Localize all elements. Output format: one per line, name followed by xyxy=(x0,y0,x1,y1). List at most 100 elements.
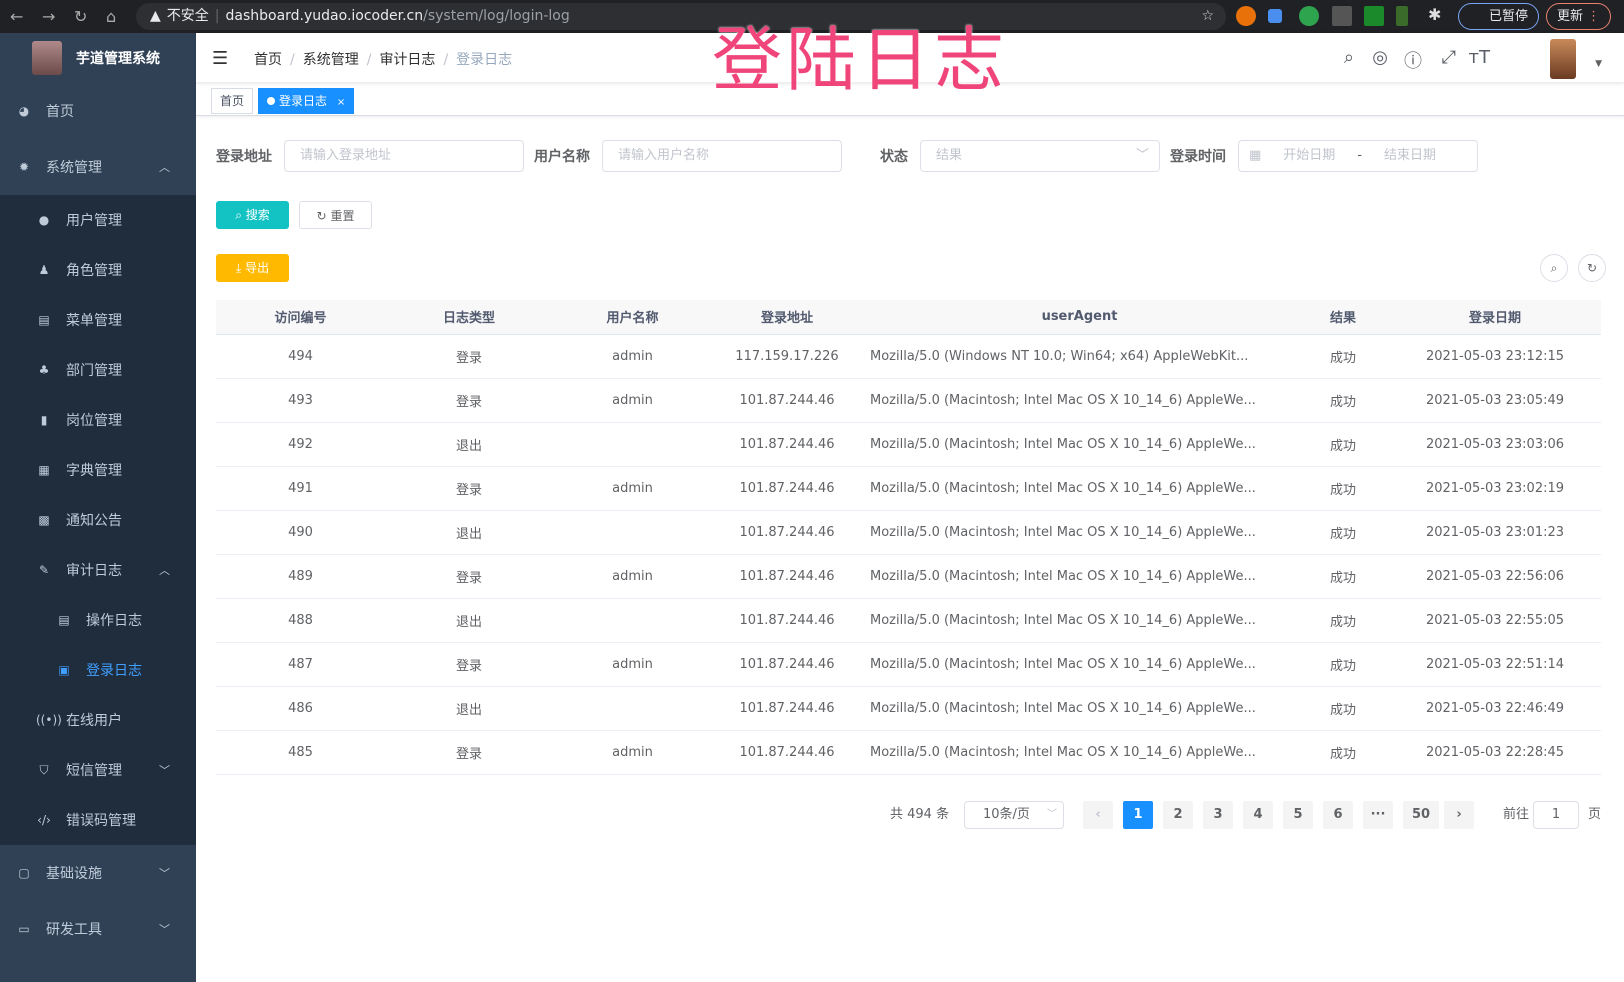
sidebar-item-post[interactable]: ▮ 岗位管理 xyxy=(0,395,196,445)
sidebar-item-sms[interactable]: ⛉ 短信管理 ﹀ xyxy=(0,745,196,795)
refresh-button[interactable]: ↻ xyxy=(1578,254,1606,282)
sidebar-item-operate-log[interactable]: ▤ 操作日志 xyxy=(0,595,196,645)
extension-icon[interactable] xyxy=(1396,6,1408,26)
monitor-icon: ▢ xyxy=(18,866,30,880)
logo[interactable]: 芋道管理系统 xyxy=(0,33,196,83)
page-size-select[interactable]: 10条/页 ﹀ xyxy=(964,801,1064,829)
sidebar-item-system[interactable]: ✹ 系统管理 ︿ xyxy=(0,139,196,195)
table-body: 494 登录 admin 117.159.17.226 Mozilla/5.0 (Win… xyxy=(216,334,1601,775)
status-select[interactable]: 结果 ﹀ xyxy=(920,140,1160,172)
sidebar-item-user[interactable]: ● 用户管理 xyxy=(0,195,196,245)
sidebar-item-error-code[interactable]: ‹/› 错误码管理 xyxy=(0,795,196,845)
font-size-icon[interactable]: ᴛT xyxy=(1468,47,1490,68)
page-button[interactable]: 50 xyxy=(1403,801,1439,829)
sidebar-item-role[interactable]: ♟ 角色管理 xyxy=(0,245,196,295)
sidebar-item-dept[interactable]: ♣ 部门管理 xyxy=(0,345,196,395)
url-path: /system/log/login-log xyxy=(423,8,570,24)
login-ip-cell: 117.159.17.226 xyxy=(712,334,862,379)
breadcrumb-item[interactable]: 首页 xyxy=(254,52,282,68)
page-button[interactable]: 6 xyxy=(1323,801,1353,829)
search-button[interactable]: ⌕ 搜索 xyxy=(216,201,289,229)
goto-label: 前往 xyxy=(1503,807,1530,822)
login-time-cell: 2021-05-03 22:56:06 xyxy=(1389,554,1601,599)
sidebar-item-dict[interactable]: ▦ 字典管理 xyxy=(0,445,196,495)
extension-icon[interactable] xyxy=(1332,6,1352,26)
username-cell: admin xyxy=(553,642,712,687)
sidebar-item-tool[interactable]: ▭ 研发工具 ﹀ xyxy=(0,901,196,957)
login-ip-cell: 101.87.244.46 xyxy=(712,642,862,687)
sidebar-item-login-log[interactable]: ▣ 登录日志 xyxy=(0,645,196,695)
message-icon: ▩ xyxy=(38,513,50,527)
hamburger-icon[interactable]: ☰ xyxy=(212,48,229,69)
help-icon[interactable]: ⓘ xyxy=(1404,51,1422,72)
menu-label: 首页 xyxy=(46,104,74,120)
reload-icon[interactable]: ↻ xyxy=(74,7,88,26)
tag-login-log[interactable]: 登录日志 × xyxy=(258,88,355,114)
log-type-cell: 退出 xyxy=(385,686,553,731)
fullscreen-icon[interactable]: ⤢ xyxy=(1441,47,1456,68)
export-button[interactable]: ⤓ 导出 xyxy=(216,254,289,282)
column-header: 用户名称 xyxy=(553,300,712,335)
sidebar-item-notice[interactable]: ▩ 通知公告 xyxy=(0,495,196,545)
home-icon[interactable]: ⌂ xyxy=(106,7,117,26)
menu-label: 审计日志 xyxy=(66,563,122,579)
menu-label: 研发工具 xyxy=(46,922,102,938)
dot-icon xyxy=(267,97,275,105)
log-id-cell: 493 xyxy=(216,378,385,423)
username-cell xyxy=(553,422,712,467)
forward-icon[interactable]: → xyxy=(42,7,56,26)
log-id-cell: 492 xyxy=(216,422,385,467)
menu-label: 基础设施 xyxy=(46,866,102,882)
page-button[interactable]: 5 xyxy=(1283,801,1313,829)
extension-icon[interactable] xyxy=(1268,9,1282,23)
result-cell: 成功 xyxy=(1297,378,1389,423)
github-icon[interactable]: ◎ xyxy=(1372,47,1388,68)
login-ip-cell: 101.87.244.46 xyxy=(712,730,862,775)
tag-home[interactable]: 首页 xyxy=(211,88,254,114)
page-button[interactable]: 4 xyxy=(1243,801,1273,829)
more-pages-button[interactable]: ··· xyxy=(1363,801,1393,829)
sidebar-item-audit[interactable]: ✎ 审计日志 ︿ xyxy=(0,545,196,595)
prev-page-button[interactable]: ‹ xyxy=(1083,801,1113,829)
close-icon[interactable]: × xyxy=(336,97,346,108)
update-button[interactable]: 更新 ⋮ xyxy=(1546,3,1612,30)
caret-down-icon[interactable]: ▼ xyxy=(1595,59,1602,69)
reset-label: 重置 xyxy=(330,209,355,223)
page-button[interactable]: 1 xyxy=(1123,801,1153,829)
reset-button[interactable]: ↻ 重置 xyxy=(299,201,372,229)
toggle-search-button[interactable]: ⌕ xyxy=(1540,254,1568,282)
username-input[interactable]: 请输入用户名称 xyxy=(602,140,842,172)
search-icon[interactable]: ⌕ xyxy=(1343,47,1354,68)
page-button[interactable]: 2 xyxy=(1163,801,1193,829)
log-id-cell: 486 xyxy=(216,686,385,731)
login-log-table: 访问编号 日志类型 用户名称 登录地址 userAgent 结果 登录日期 494 登录 adm… xyxy=(216,300,1601,775)
result-cell: 成功 xyxy=(1297,466,1389,511)
address-bar[interactable]: ▲ 不安全 | dashboard.yudao.iocoder.cn/system/l… xyxy=(136,3,1226,30)
browser-toolbar: ← → ↻ ⌂ ▲ 不安全 | dashboard.yudao.iocoder.cn/… xyxy=(0,0,1624,33)
user-agent-cell: Mozilla/5.0 (Macintosh; Intel Mac OS X 1… xyxy=(862,510,1297,555)
star-icon[interactable]: ☆ xyxy=(1201,8,1214,24)
log-type-cell: 退出 xyxy=(385,510,553,555)
extension-icon[interactable] xyxy=(1364,6,1384,26)
search-label: 搜索 xyxy=(245,208,270,222)
puzzle-icon[interactable]: ✱ xyxy=(1428,5,1442,24)
ip-input[interactable]: 请输入登录地址 xyxy=(284,140,524,172)
sidebar-item-menu[interactable]: ▤ 菜单管理 xyxy=(0,295,196,345)
menu-label: 错误码管理 xyxy=(66,813,136,829)
profile-button[interactable]: 已暂停 xyxy=(1458,3,1540,30)
date-range-picker[interactable]: ▦ 开始日期 - 结束日期 xyxy=(1238,140,1478,172)
sidebar-item-online[interactable]: ((•)) 在线用户 xyxy=(0,695,196,745)
extension-icon[interactable] xyxy=(1236,6,1256,26)
gear-icon: ✹ xyxy=(18,160,30,174)
back-icon[interactable]: ← xyxy=(10,7,24,26)
sidebar-item-home[interactable]: ◕ 首页 xyxy=(0,83,196,139)
next-page-button[interactable]: › xyxy=(1444,801,1474,829)
sidebar-item-infra[interactable]: ▢ 基础设施 ﹀ xyxy=(0,845,196,901)
end-date: 结束日期 xyxy=(1384,148,1437,163)
log-type-cell: 退出 xyxy=(385,422,553,467)
avatar[interactable] xyxy=(1550,39,1576,79)
extension-icon[interactable] xyxy=(1299,6,1319,26)
goto-page-input[interactable]: 1 xyxy=(1533,801,1579,829)
login-ip-cell: 101.87.244.46 xyxy=(712,466,862,511)
page-button[interactable]: 3 xyxy=(1203,801,1233,829)
